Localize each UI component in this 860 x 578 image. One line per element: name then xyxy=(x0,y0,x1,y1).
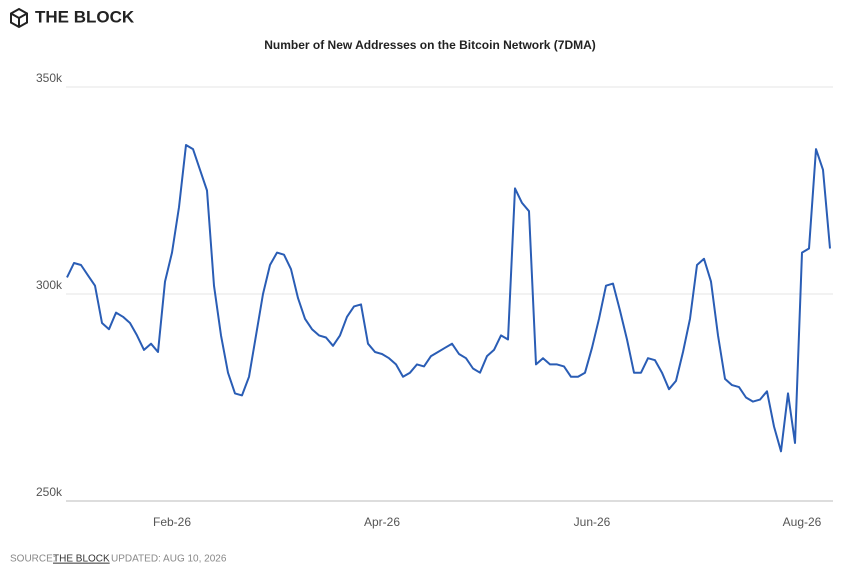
brand: THE BLOCK xyxy=(35,7,135,26)
footer-source: THE BLOCK xyxy=(53,554,110,565)
chart-title: Number of New Addresses on the Bitcoin N… xyxy=(264,38,596,52)
data-line xyxy=(66,144,831,453)
y-tick-label: 350k xyxy=(36,71,63,85)
footer-source-label: SOURCE: xyxy=(10,554,56,565)
x-tick-label: Aug-26 xyxy=(783,515,822,529)
x-tick-label: Feb-26 xyxy=(153,515,191,529)
y-tick-label: 250k xyxy=(36,485,63,499)
x-tick-label: Apr-26 xyxy=(364,515,400,529)
x-tick-label: Jun-26 xyxy=(574,515,611,529)
logo-icon xyxy=(10,7,28,29)
footer-updated: UPDATED: AUG 10, 2026 xyxy=(111,554,227,565)
y-tick-label: 300k xyxy=(36,278,63,292)
